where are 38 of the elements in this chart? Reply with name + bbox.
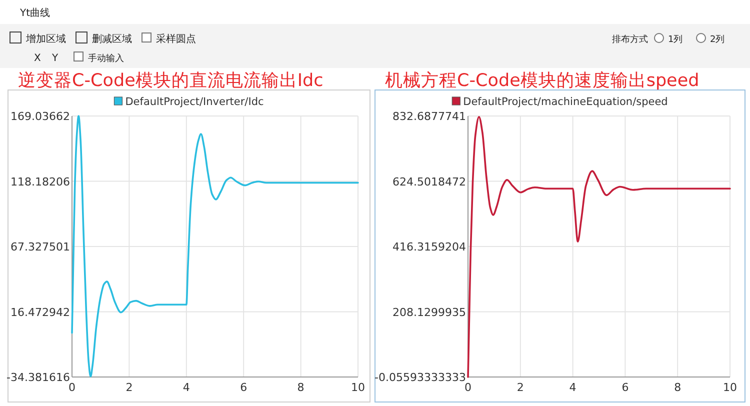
x-tick-label: 10 [351, 381, 365, 394]
y-tick-label: -0.05593333333 [374, 371, 466, 384]
legend-label: DefaultProject/machineEquation/speed [463, 96, 668, 108]
y-tick-label: 624.5018472 [392, 175, 466, 188]
x-tick-label: 4 [569, 381, 576, 394]
y-tick-label: 416.3159204 [392, 240, 466, 254]
text: 手动输入 [88, 53, 124, 64]
y-tick-label: 169.03662 [10, 110, 70, 123]
x-tick-label: 4 [182, 381, 190, 394]
x-tick-label: 0 [464, 381, 472, 394]
chart-title: 逆变器C-Code模块的直流电流输出Idc [18, 70, 324, 91]
legend-label: DefaultProject/Inverter/Idc [125, 96, 264, 108]
y-tick-label: 118.18206 [10, 175, 70, 188]
line-series [71, 115, 359, 378]
text: 删减区域 [92, 33, 132, 45]
text: 采样圆点 [156, 33, 196, 45]
y-tick-label: 67.327501 [10, 240, 70, 254]
y-tick-label: 832.6877741 [392, 110, 466, 123]
x-tick-label: 8 [297, 381, 304, 394]
text: Y [51, 53, 59, 64]
text: 排布方式 [612, 34, 648, 45]
y-tick-label: 16.472942 [10, 306, 70, 319]
x-tick-label: 6 [622, 381, 629, 394]
y-tick-label: -34.381616 [6, 371, 70, 384]
x-tick-label: 0 [68, 381, 76, 394]
x-tick-label: 6 [240, 381, 248, 394]
text: 1列 [668, 34, 683, 45]
x-tick-label: 2 [516, 381, 524, 394]
x-tick-label: 10 [723, 381, 737, 394]
line-series [467, 116, 731, 378]
text: Yt曲线 [19, 7, 50, 19]
x-tick-label: 2 [126, 381, 133, 394]
text: X [34, 53, 41, 64]
y-tick-label: 208.1299935 [392, 306, 466, 319]
text: 2列 [710, 34, 725, 45]
chart-title: 机械方程C-Code模块的速度输出speed [385, 70, 700, 91]
x-tick-label: 8 [674, 381, 682, 394]
text: 增加区域 [25, 33, 66, 45]
